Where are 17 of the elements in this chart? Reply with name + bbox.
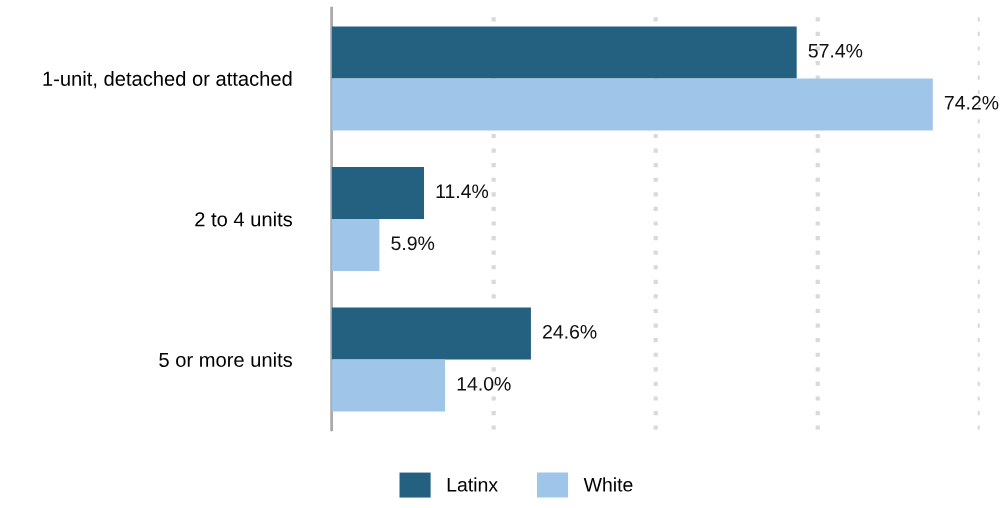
bar	[331, 78, 933, 131]
data-label: 5.9%	[391, 236, 435, 251]
legend-label: Latinx	[447, 477, 498, 492]
bar	[331, 26, 797, 79]
data-label: 14.0%	[457, 376, 511, 391]
bar	[331, 307, 531, 360]
bar	[331, 166, 424, 219]
bar	[331, 359, 446, 412]
y-tick-label: 1-unit, detached or attached	[43, 71, 292, 89]
data-label: 74.2%	[944, 95, 999, 110]
bar	[331, 218, 380, 271]
data-label: 11.4%	[436, 184, 489, 199]
data-label: 24.6%	[543, 324, 597, 339]
y-tick-label: 5 or more units	[159, 352, 293, 367]
y-tick-label: 2 to 4 units	[195, 211, 293, 227]
data-label: 57.4%	[808, 43, 863, 58]
legend-label: White	[583, 477, 633, 492]
